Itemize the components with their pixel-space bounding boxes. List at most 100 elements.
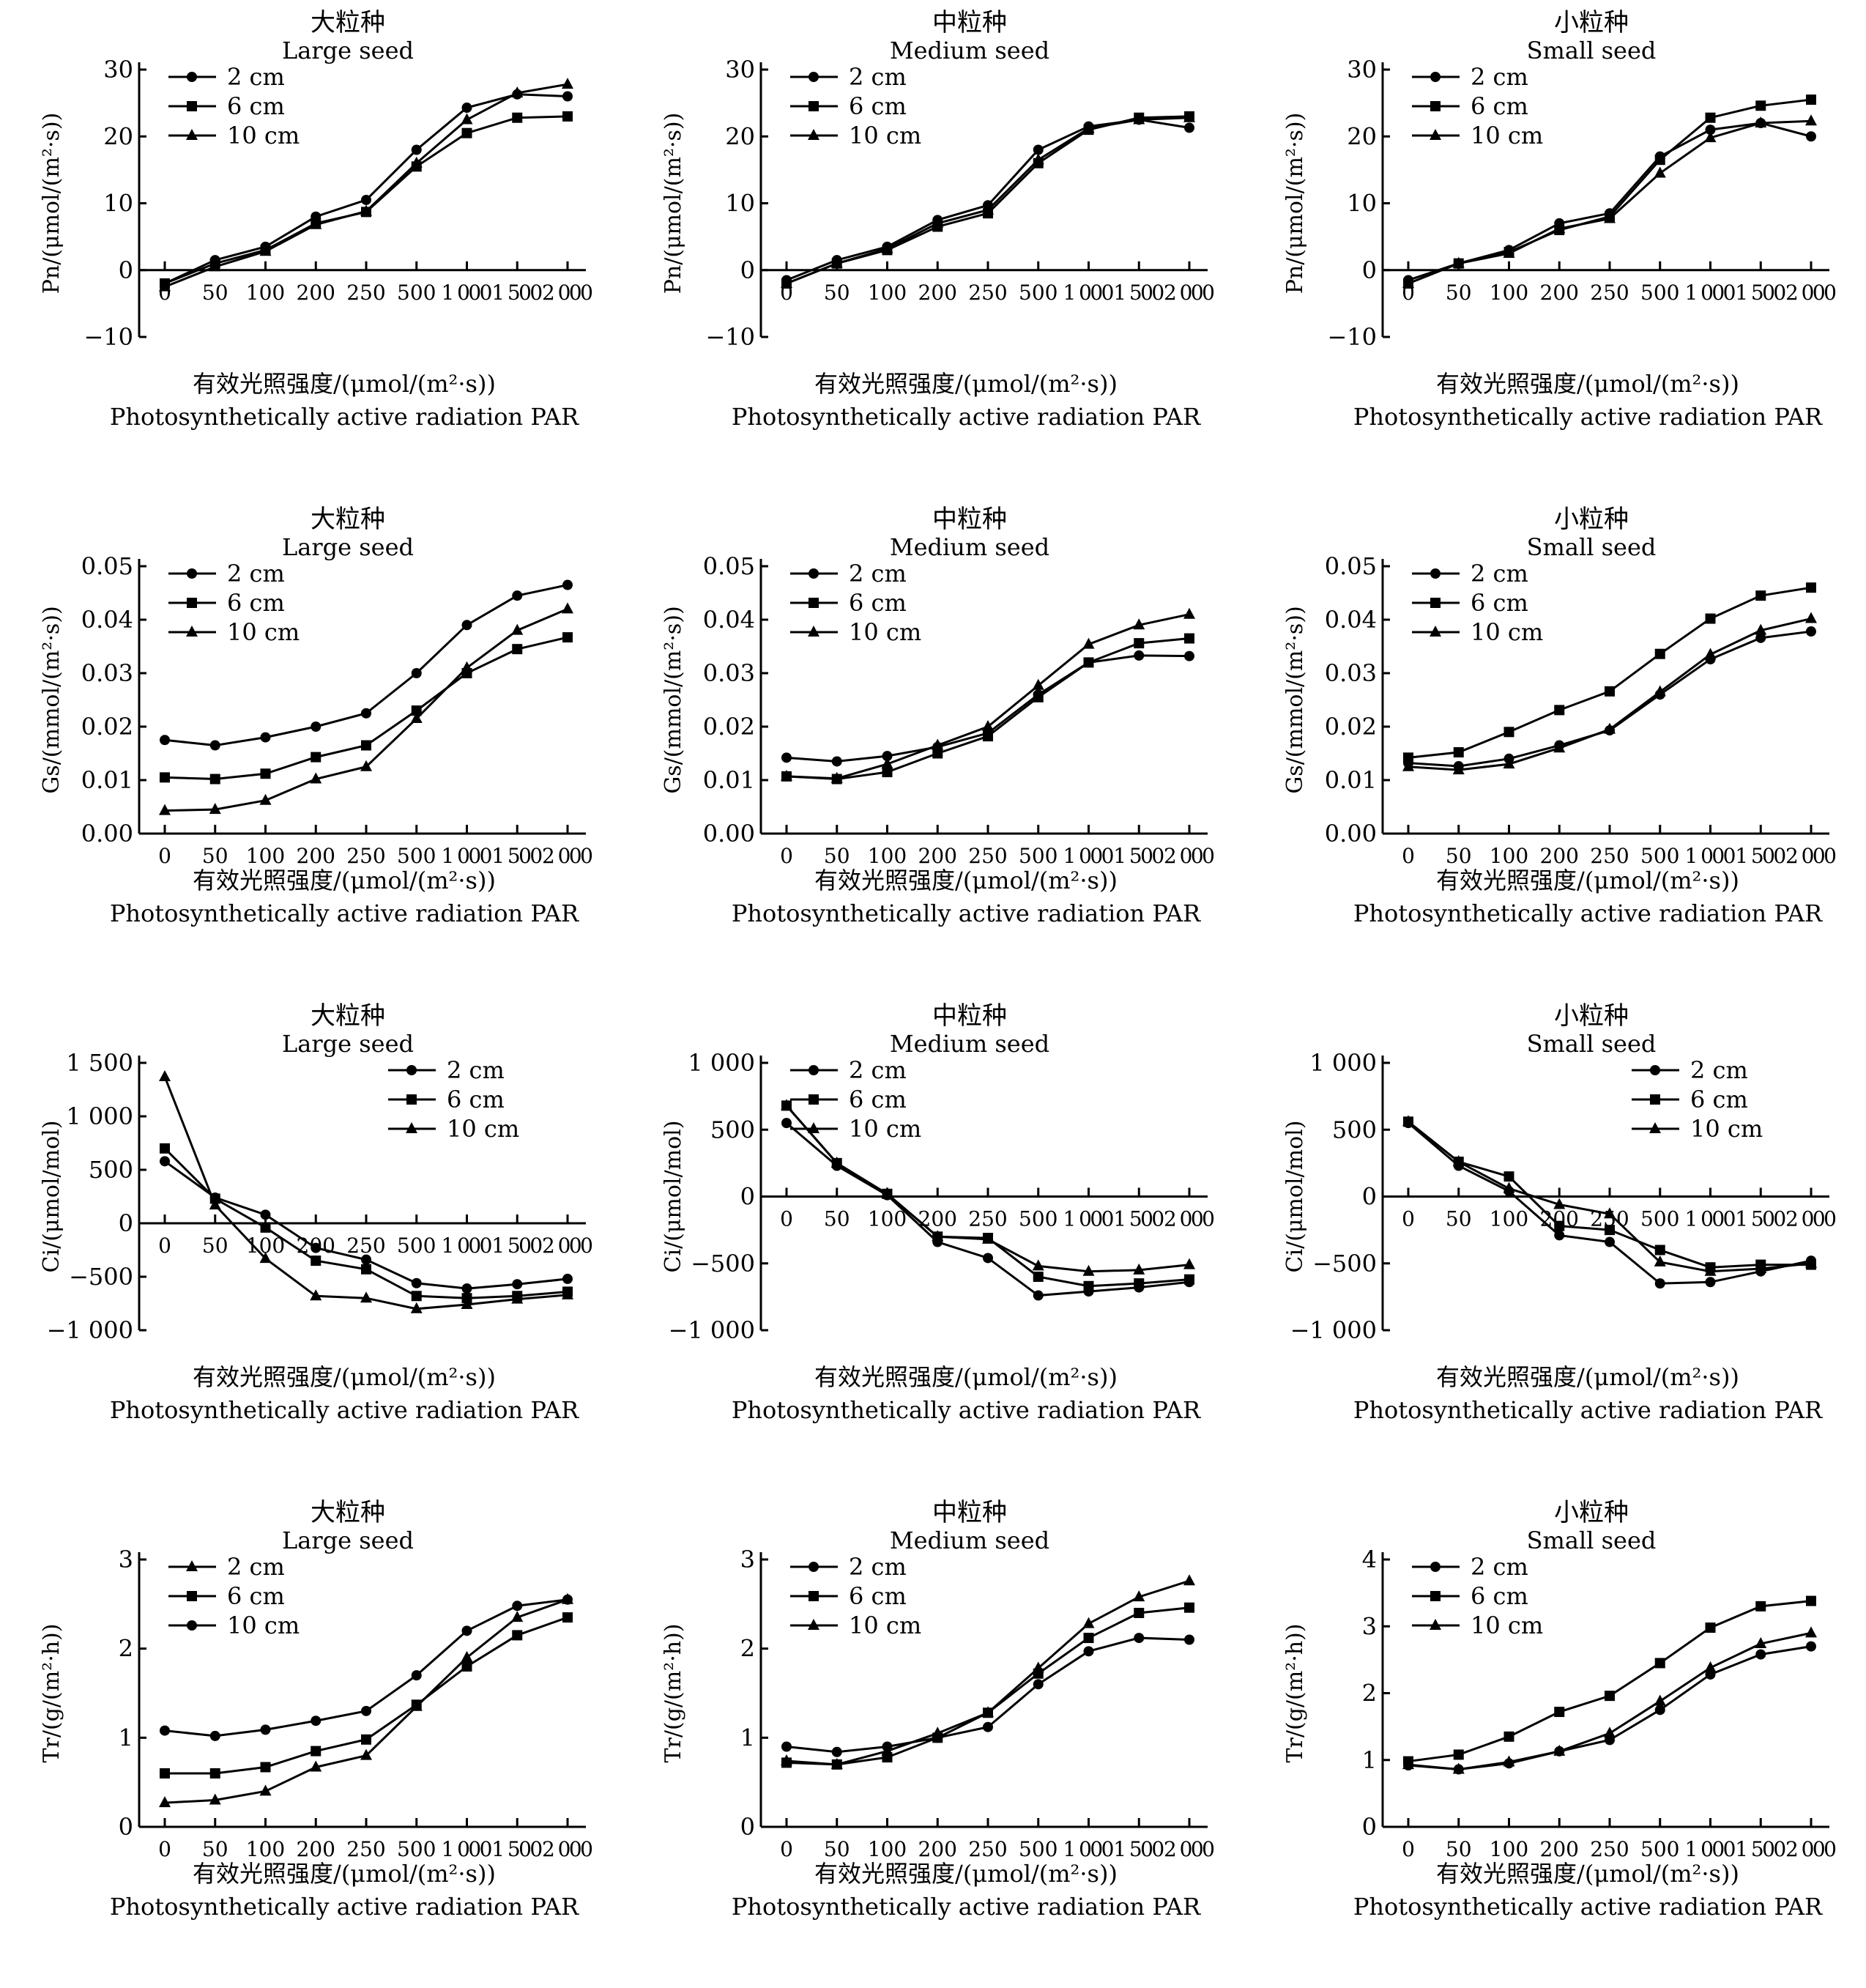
y-tick-label: 4 [1362, 1546, 1377, 1573]
x-axis-label-cn: 有效光照强度/(μmol/(m²·s)) [814, 370, 1118, 398]
data-point [1033, 1272, 1044, 1282]
y-tick-label: −1 000 [1290, 1316, 1377, 1344]
data-point [1704, 648, 1717, 659]
data-point [1134, 1278, 1145, 1289]
x-tick-label: 1 000 [1685, 281, 1736, 305]
y-tick-label: −500 [1312, 1250, 1377, 1277]
data-point [361, 740, 371, 751]
y-tick-label: 500 [89, 1156, 133, 1184]
y-axis-label: Ci/(μmol/mol) [661, 1121, 686, 1273]
series-line [1408, 122, 1812, 281]
data-point [1083, 657, 1094, 668]
x-tick-label: 500 [397, 1837, 436, 1861]
data-point [311, 1746, 321, 1757]
x-tick-label: 1 000 [1685, 844, 1736, 868]
data-point [1184, 1634, 1194, 1645]
data-point [1806, 1595, 1816, 1606]
y-axis-label: Ci/(μmol/mol) [1282, 1121, 1308, 1273]
x-tick-label: 50 [824, 1207, 850, 1231]
x-tick-label: 1 500 [1113, 1837, 1164, 1861]
x-tick-label: 200 [297, 1837, 335, 1861]
legend-label: 6 cm [849, 92, 907, 120]
data-point [1402, 1758, 1414, 1770]
data-point [1605, 1225, 1615, 1236]
data-point [1032, 678, 1044, 690]
data-point [411, 144, 422, 155]
series-line [786, 118, 1190, 281]
data-point [1134, 638, 1145, 649]
x-axis-label-en: Photosynthetically active radiation PAR [1353, 1893, 1823, 1921]
series-line [1408, 1631, 1812, 1771]
x-tick-label: 200 [918, 1207, 957, 1231]
series-line [786, 1636, 1190, 1754]
x-tick-label: 500 [397, 844, 436, 868]
data-point [1184, 122, 1194, 133]
y-tick-label: −500 [691, 1250, 755, 1277]
x-tick-label: 2 000 [542, 281, 593, 305]
x-tick-label: 250 [968, 281, 1007, 305]
legend-label: 6 cm [1471, 1582, 1528, 1610]
y-tick-label: 20 [725, 122, 755, 150]
legend-marker [809, 1562, 819, 1572]
x-tick-label: 200 [918, 281, 957, 305]
data-point [311, 752, 321, 763]
legend-label: 2 cm [1471, 1553, 1528, 1581]
data-point [1503, 757, 1515, 769]
data-point [260, 1222, 271, 1233]
x-tick-label: 50 [824, 844, 850, 868]
y-tick-label: 0 [119, 256, 133, 284]
x-tick-label: 500 [1640, 844, 1679, 868]
x-axis-label-cn: 有效光照强度/(μmol/(m²·s)) [814, 867, 1118, 894]
series-line [786, 654, 1190, 763]
data-point [461, 1283, 472, 1294]
data-point [209, 1730, 220, 1741]
y-tick-label: 0.00 [703, 820, 755, 848]
data-point [209, 1198, 221, 1210]
data-point [1604, 1726, 1616, 1738]
x-tick-label: 2 000 [1785, 1837, 1837, 1861]
x-tick-label: 500 [397, 281, 436, 305]
y-axis-label: Gs/(mmol/(m²·s)) [1282, 606, 1308, 793]
data-point [159, 1796, 171, 1808]
series-10cm [160, 1594, 573, 1741]
series-line [1408, 119, 1812, 285]
x-axis-label-en: Photosynthetically active radiation PAR [732, 1396, 1201, 1424]
data-point [461, 1625, 472, 1636]
data-point [160, 1768, 170, 1779]
data-point [411, 1670, 422, 1681]
data-point [1133, 1590, 1145, 1602]
data-point [160, 772, 170, 783]
y-tick-label: 2 [740, 1635, 755, 1663]
x-tick-label: 250 [1590, 1837, 1629, 1861]
y-tick-label: 0.04 [703, 606, 755, 634]
y-tick-label: 0 [119, 1209, 133, 1237]
data-point [260, 1762, 271, 1773]
legend-label: 10 cm [227, 618, 300, 646]
data-point [1654, 1658, 1665, 1669]
data-point [1183, 607, 1195, 619]
data-point [259, 245, 272, 256]
series-6cm [1403, 582, 1816, 763]
chart-panel: 大粒种 Large seed Ci/(μmol/mol) 有效光照强度/(μmol/(… [0, 993, 622, 1490]
data-point [1805, 612, 1817, 623]
y-tick-label: 30 [725, 56, 755, 84]
data-point [1503, 1182, 1515, 1193]
x-tick-label: 50 [1446, 844, 1472, 868]
legend-marker [1650, 1065, 1660, 1075]
data-point [361, 1705, 371, 1716]
data-point [361, 1254, 371, 1265]
legend-label: 2 cm [227, 63, 285, 91]
data-point [1033, 691, 1044, 702]
legend-label: 2 cm [849, 1056, 907, 1084]
x-tick-label: 50 [202, 281, 228, 305]
x-tick-label: 250 [1590, 844, 1629, 868]
x-axis-label-cn: 有效光照强度/(μmol/(m²·s)) [814, 1363, 1118, 1391]
x-tick-label: 2 000 [1164, 1837, 1215, 1861]
data-point [461, 1661, 472, 1672]
series-6cm [781, 1602, 1194, 1770]
y-tick-label: 0.01 [81, 766, 133, 794]
series-line [786, 1579, 1190, 1766]
y-tick-label: 1 [740, 1724, 755, 1751]
data-point [310, 1289, 322, 1301]
